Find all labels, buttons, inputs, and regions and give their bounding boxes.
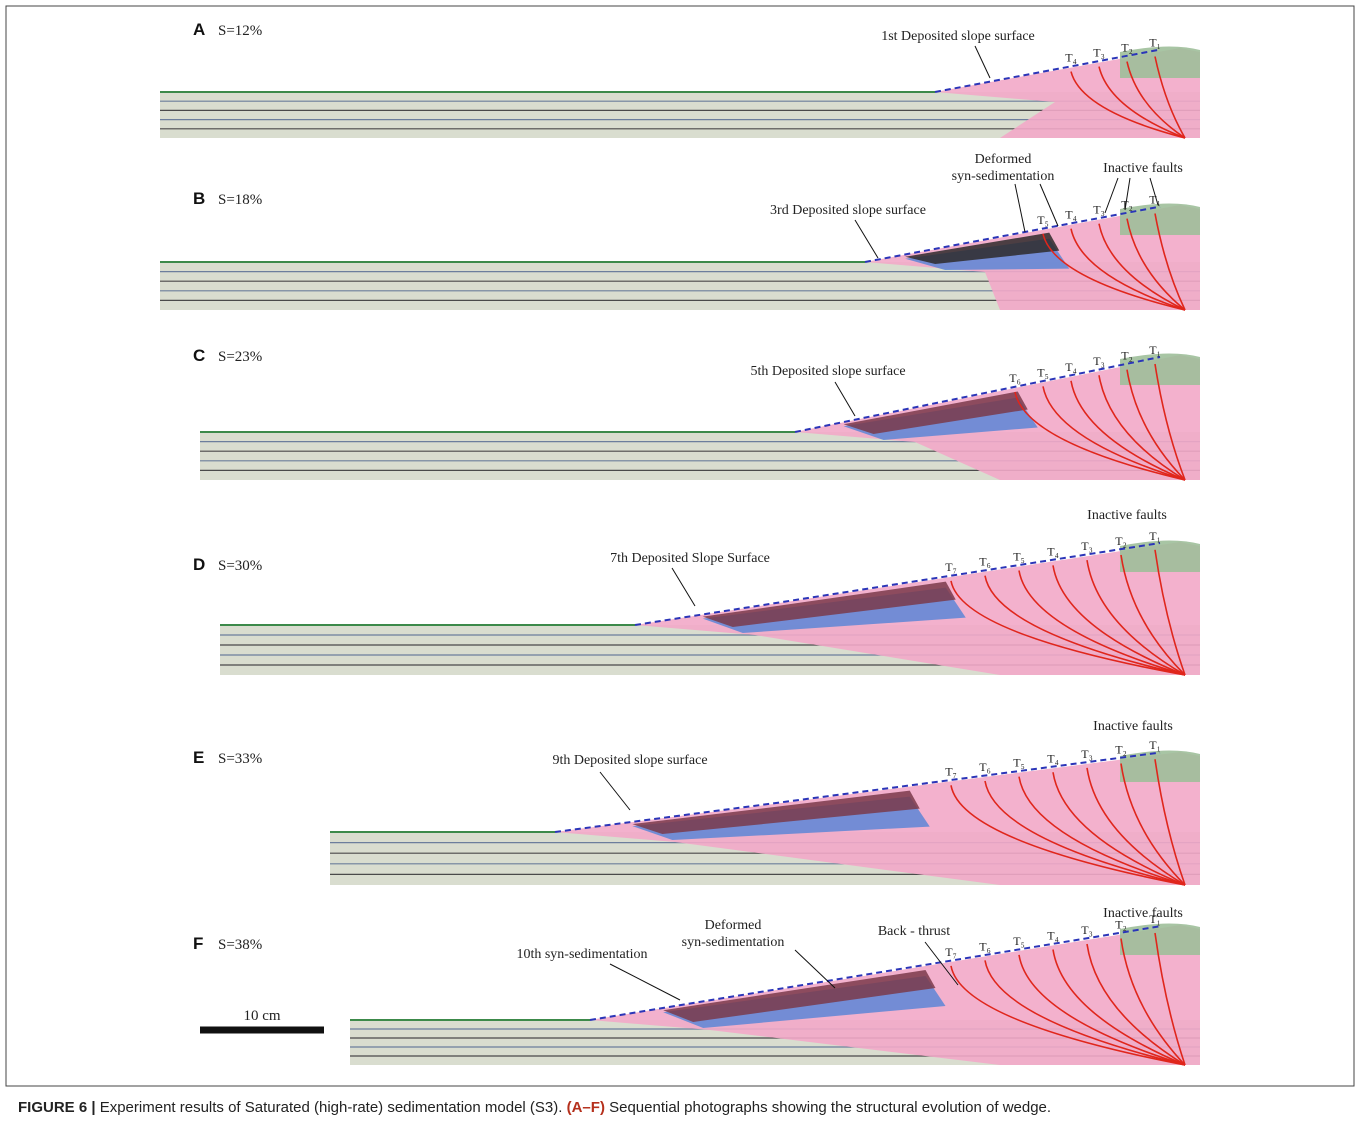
leader-line — [795, 950, 835, 988]
panel-letter: C — [193, 346, 205, 365]
thrust-label: T₃ — [1093, 203, 1105, 217]
annotation: syn-sedimentation — [952, 169, 1055, 184]
thrust-label: T₃ — [1093, 354, 1105, 368]
thrust-label: T₂ — [1115, 534, 1127, 548]
thrust-label: T₁ — [1149, 738, 1161, 752]
thrust-label: T₄ — [1065, 51, 1077, 65]
leader-line — [610, 964, 680, 1000]
thrust-label: T₂ — [1121, 349, 1133, 363]
caption-label: FIGURE 6 | — [18, 1099, 96, 1116]
wedge-crest — [1120, 923, 1200, 955]
caption-text: Experiment results of Saturated (high-ra… — [96, 1099, 567, 1116]
thrust-label: T₆ — [979, 939, 991, 953]
thrust-label: T₇ — [945, 560, 957, 574]
thrust-label: T₄ — [1065, 360, 1077, 374]
annotation: 5th Deposited slope surface — [750, 364, 905, 379]
leader-line — [672, 568, 695, 606]
thrust-label: T₆ — [979, 760, 991, 774]
leader-line — [600, 772, 630, 810]
thrust-label: T₄ — [1065, 208, 1077, 222]
annotation: 10th syn-sedimentation — [516, 947, 647, 962]
panel-strain: S=38% — [218, 937, 262, 953]
panel-letter: A — [193, 20, 205, 39]
panel-strain: S=12% — [218, 23, 262, 39]
thrust-label: T₅ — [1037, 365, 1049, 379]
thrust-label: T₁ — [1149, 35, 1161, 49]
thrust-label: T₅ — [1013, 756, 1025, 770]
wedge-crest — [1120, 750, 1200, 782]
thrust-label: T₃ — [1081, 747, 1093, 761]
annotation: 3rd Deposited slope surface — [770, 203, 926, 218]
thrust-label: T₂ — [1115, 743, 1127, 757]
leader-line — [835, 382, 855, 416]
caption-rest: Sequential photographs showing the struc… — [605, 1099, 1051, 1116]
thrust-label: T₇ — [945, 945, 957, 959]
panel-letter: F — [193, 934, 203, 953]
panel-letter: E — [193, 748, 204, 767]
annotation: Inactive faults — [1103, 906, 1183, 921]
annotation: 7th Deposited Slope Surface — [610, 551, 770, 566]
leader-line — [1015, 184, 1025, 232]
leader-line — [855, 220, 878, 258]
thrust-label: T₃ — [1093, 46, 1105, 60]
annotation: Deformed — [705, 918, 762, 933]
thrust-label: T₃ — [1081, 923, 1093, 937]
annotation: 1st Deposited slope surface — [881, 29, 1035, 44]
thrust-label: T₅ — [1013, 550, 1025, 564]
caption-range: (A–F) — [567, 1099, 605, 1116]
panel-strain: S=18% — [218, 192, 262, 208]
leader-line — [1105, 178, 1118, 213]
thrust-label: T₁ — [1149, 529, 1161, 543]
thrust-label: T₄ — [1047, 751, 1059, 765]
thrust-label: T₂ — [1121, 41, 1133, 55]
panel-strain: S=30% — [218, 558, 262, 574]
thrust-label: T₁ — [1149, 343, 1161, 357]
thrust-label: T₅ — [1037, 213, 1049, 227]
panel-strain: S=23% — [218, 349, 262, 365]
panel-letter: D — [193, 555, 205, 574]
thrust-label: T₅ — [1013, 934, 1025, 948]
thrust-label: T₆ — [979, 555, 991, 569]
leader-line — [975, 46, 990, 78]
annotation: syn-sedimentation — [682, 935, 785, 950]
panel-letter: B — [193, 189, 205, 208]
caption: FIGURE 6 | Experiment results of Saturat… — [18, 1099, 1051, 1116]
thrust-label: T₄ — [1047, 928, 1059, 942]
thrust-label: T₃ — [1081, 539, 1093, 553]
wedge-crest — [1120, 540, 1200, 572]
scale-bar-label: 10 cm — [243, 1008, 280, 1024]
annotation: Inactive faults — [1103, 161, 1183, 176]
annotation: Back - thrust — [878, 924, 950, 939]
annotation: Inactive faults — [1093, 719, 1173, 734]
annotation: Deformed — [975, 152, 1032, 167]
panel-strain: S=33% — [218, 751, 262, 767]
annotation: Inactive faults — [1087, 508, 1167, 523]
thrust-label: T₇ — [945, 764, 957, 778]
thrust-label: T₄ — [1047, 544, 1059, 558]
thrust-label: T₆ — [1009, 371, 1021, 385]
figure: 10 cm FIGURE 6 | Experiment results of S… — [0, 0, 1360, 1132]
annotation: 9th Deposited slope surface — [552, 753, 707, 768]
